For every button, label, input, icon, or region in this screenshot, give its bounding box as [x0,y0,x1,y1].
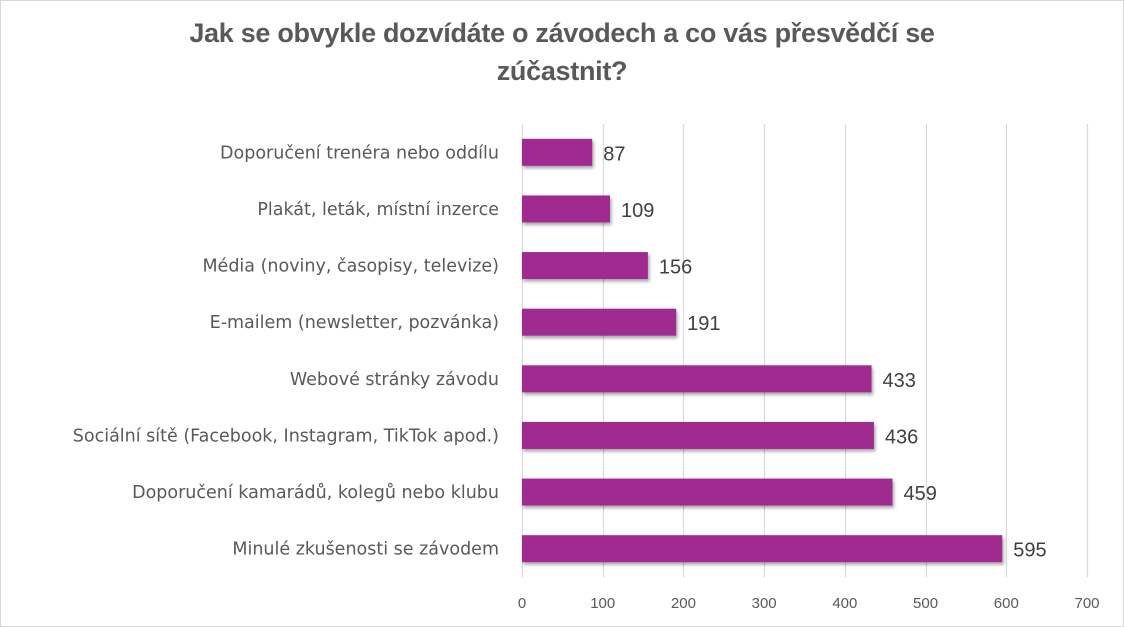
bar [522,478,893,506]
x-tick-label: 600 [994,595,1019,612]
category-label: Doporučení trenéra nebo oddílu [220,143,499,163]
gridlines [521,124,1089,577]
category-label: Média (noviny, časopisy, televize) [202,257,499,277]
bar [522,252,648,280]
chart-title-line-1: Jak se obvykle dozvídáte o závodech a co… [189,18,935,48]
data-label: 156 [659,257,692,279]
category-label: Sociální sítě (Facebook, Instagram, TikT… [73,426,499,446]
data-label: 436 [885,426,918,448]
bar [522,138,593,166]
bar [522,535,1003,563]
x-tick-label: 300 [752,595,777,612]
data-labels: 87 109 156 191 433 436 459 595 [603,143,1046,561]
x-tick-label: 500 [913,595,938,612]
x-tick-label: 400 [832,595,857,612]
data-label: 459 [903,483,936,505]
data-label: 87 [603,143,625,165]
bars [522,138,1003,563]
x-tick-label: 0 [518,595,526,612]
category-label: Webové stránky závodu [290,370,499,390]
category-label: Plakát, leták, místní inzerce [257,200,499,220]
category-label: E-mailem (newsletter, pozvánka) [210,313,499,333]
category-label: Doporučení kamarádů, kolegů nebo klubu [132,483,499,503]
category-label: Minulé zkušenosti se závodem [232,540,499,560]
chart-title-line-2: zúčastnit? [496,56,628,86]
data-label: 433 [882,370,915,392]
bar [522,365,872,393]
x-tick-label: 100 [590,595,615,612]
bar [522,195,610,223]
bar [522,421,874,449]
data-label: 109 [621,200,654,222]
x-tick-label: 700 [1074,595,1099,612]
bar [522,308,677,336]
x-axis-tick-labels: 0 100 200 300 400 500 600 700 [518,595,1100,612]
x-tick-label: 200 [671,595,696,612]
chart-title: Jak se obvykle dozvídáte o závodech a co… [100,14,1024,90]
category-labels: Doporučení trenéra nebo oddílu Plakát, le… [73,143,499,559]
data-label: 595 [1013,540,1046,562]
data-label: 191 [687,313,720,335]
